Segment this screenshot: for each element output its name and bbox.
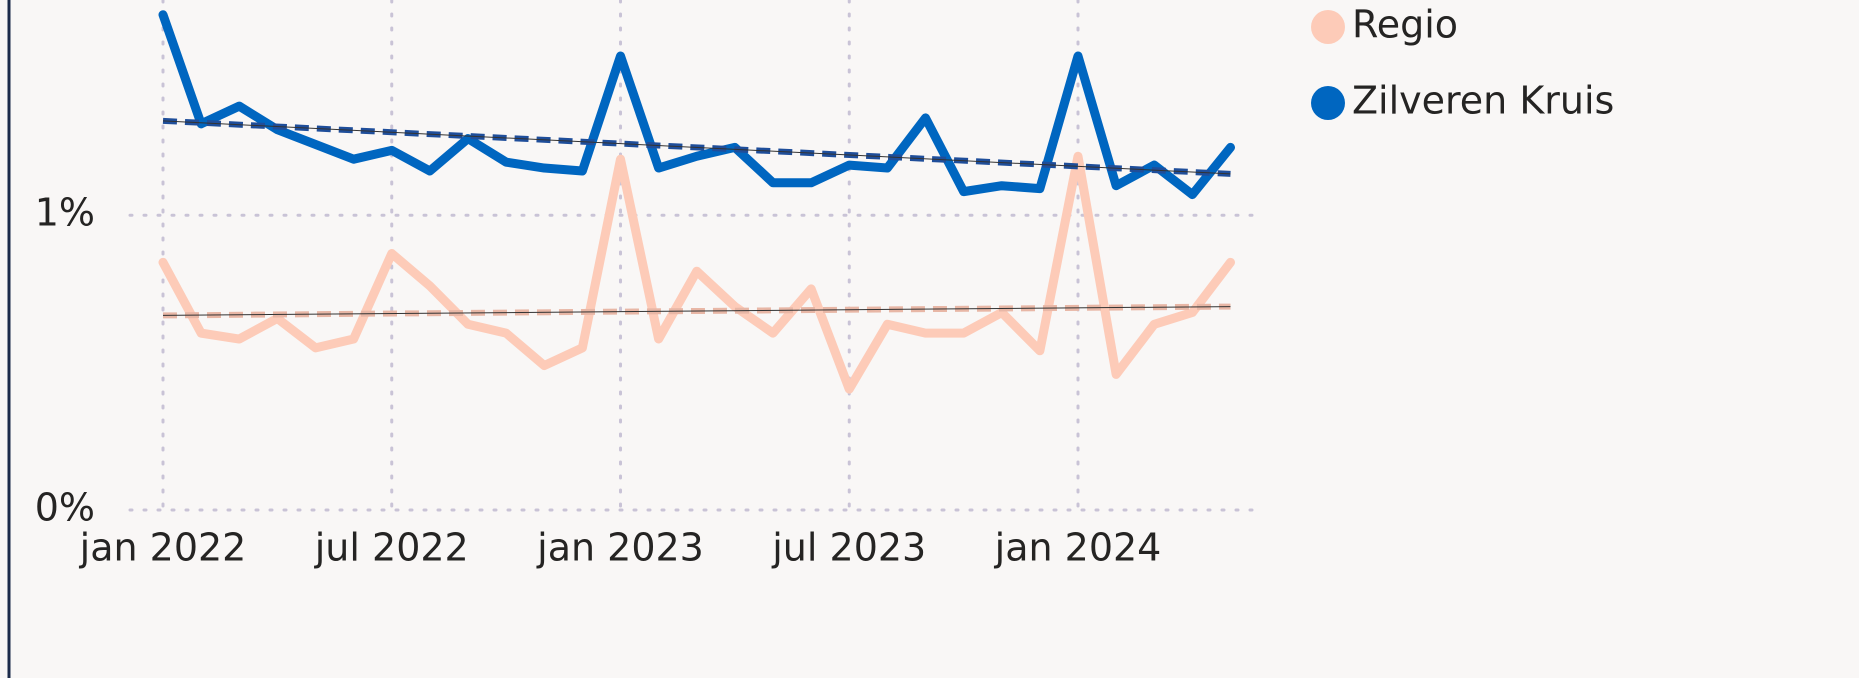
x-tick-label: jul 2022 <box>314 526 469 570</box>
legend-marker <box>1311 10 1345 44</box>
x-tick-label: jan 2024 <box>994 526 1162 570</box>
legend-label: Zilveren Kruis <box>1352 79 1614 123</box>
series-line <box>158 10 1235 200</box>
x-tick-label: jul 2023 <box>771 526 926 570</box>
y-tick-label: 0% <box>35 486 95 530</box>
y-tick-label: 1% <box>35 191 95 235</box>
legend-marker <box>1311 86 1345 120</box>
x-tick-label: jan 2022 <box>79 526 247 570</box>
legend-label: Regio <box>1352 3 1458 47</box>
trend-line-thin <box>162 120 1231 175</box>
x-tick-label: jan 2023 <box>536 526 704 570</box>
trend-line-thin <box>162 306 1231 316</box>
series-line <box>158 151 1235 394</box>
